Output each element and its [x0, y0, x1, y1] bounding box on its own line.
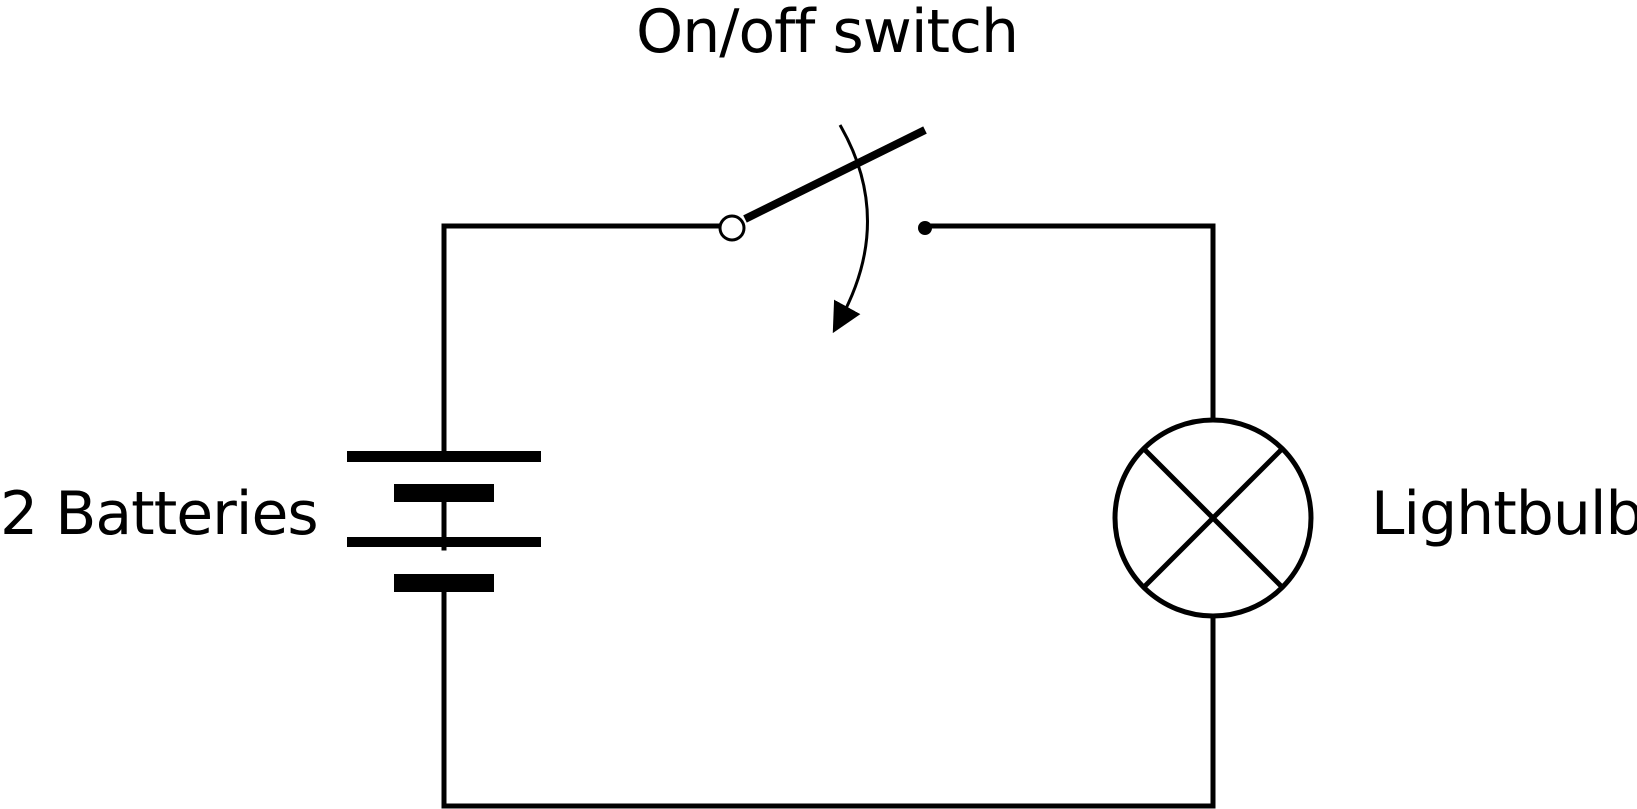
- batteries-label: 2 Batteries: [0, 479, 319, 549]
- lightbulb-cross-2: [1142, 447, 1284, 589]
- switch-symbol: [718, 124, 932, 334]
- switch-contact: [918, 221, 932, 235]
- wire-top-right: [922, 223, 1216, 421]
- battery-2-short-plate: [394, 574, 494, 592]
- switch-label: On/off switch: [636, 0, 1019, 67]
- wires: [441, 223, 1216, 809]
- battery-1-short-plate: [394, 484, 494, 502]
- battery-1-long-plate: [347, 451, 541, 462]
- lightbulb-symbol: [1112, 417, 1314, 619]
- switch-pivot: [718, 214, 746, 242]
- switch-lever: [743, 126, 927, 223]
- battery-2-long-plate: [347, 537, 541, 547]
- lightbulb-label: Lightbulb: [1371, 479, 1637, 549]
- wire-bottom: [441, 583, 1216, 809]
- switch-motion-arrow: [832, 124, 869, 334]
- batteries-symbol: [347, 451, 541, 592]
- lightbulb-circle: [1112, 417, 1314, 619]
- wire-top-left: [441, 223, 721, 458]
